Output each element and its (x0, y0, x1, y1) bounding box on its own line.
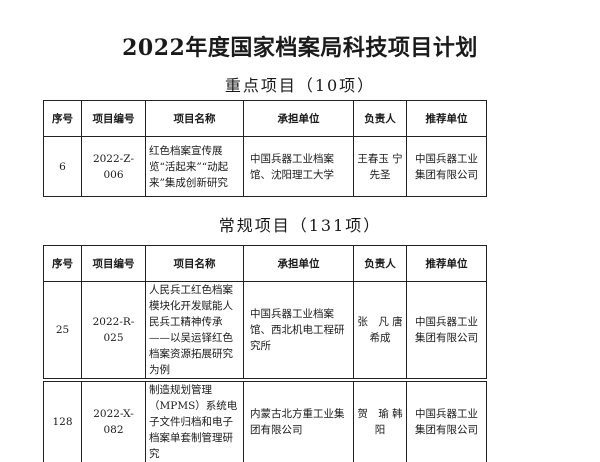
cell-recommender: 中国兵器工业集团有限公司 (406, 281, 487, 381)
cell-leader: 王春玉 宁先圣 (353, 136, 407, 197)
cell-code: 2022-Z-006 (81, 136, 146, 197)
table-row: 25 2022-R-025 人民兵工红色档案模块化开发赋能人民兵工精神传承——以… (43, 281, 487, 381)
cell-code: 2022-X-082 (81, 378, 146, 462)
cell-name: 制造规划管理（MPMS）系统电子文件归档和电子档案单套制管理研究 (145, 378, 244, 462)
cell-no: 25 (43, 281, 82, 381)
table-header: 序号 项目编号 项目名称 承担单位 负责人 推荐单位 (43, 245, 487, 282)
cell-leader: 张 凡 唐希成 (353, 281, 407, 381)
col-header: 项目名称 (145, 100, 244, 137)
col-header: 序号 (43, 100, 82, 137)
cell-no: 128 (43, 378, 82, 462)
regular-projects-table: 序号 项目编号 项目名称 承担单位 负责人 推荐单位 25 2022-R-025… (43, 245, 487, 462)
table-row: 6 2022-Z-006 红色档案宣传展览“活起来”“动起来”集成创新研究 中国… (43, 136, 487, 197)
col-header: 推荐单位 (406, 245, 487, 282)
col-header: 负责人 (353, 245, 407, 282)
col-header: 承担单位 (243, 245, 354, 282)
cell-name: 人民兵工红色档案模块化开发赋能人民兵工精神传承——以吴运铎红色档案资源拓展研究为… (145, 281, 244, 381)
col-header: 项目编号 (81, 245, 146, 282)
cell-unit: 中国兵器工业档案馆、沈阳理工大学 (243, 136, 354, 197)
section-heading-regular: 常规项目（131项） (218, 216, 382, 235)
table-header: 序号 项目编号 项目名称 承担单位 负责人 推荐单位 (43, 100, 487, 137)
cell-recommender: 中国兵器工业集团有限公司 (406, 136, 487, 197)
section-heading-key: 重点项目（10项） (224, 76, 376, 95)
cell-no: 6 (43, 136, 82, 197)
cell-recommender: 中国兵器工业集团有限公司 (406, 378, 487, 462)
col-header: 项目编号 (81, 100, 146, 137)
cell-leader: 贺 瑜 韩 阳 (353, 378, 413, 462)
key-projects-table: 序号 项目编号 项目名称 承担单位 负责人 推荐单位 6 2022-Z-006 … (43, 100, 487, 197)
table-row: 128 2022-X-082 制造规划管理（MPMS）系统电子文件归档和电子档案… (43, 378, 487, 462)
document-title: 2022年度国家档案局科技项目计划 (122, 35, 478, 61)
col-header: 负责人 (353, 100, 407, 137)
col-header: 推荐单位 (406, 100, 487, 137)
cell-unit: 中国兵器工业档案馆、西北机电工程研究所 (243, 281, 354, 381)
col-header: 序号 (43, 245, 82, 282)
cell-code: 2022-R-025 (81, 281, 146, 381)
col-header: 承担单位 (243, 100, 354, 137)
cell-unit: 内蒙古北方重工业集团有限公司 (243, 378, 354, 462)
cell-name: 红色档案宣传展览“活起来”“动起来”集成创新研究 (145, 136, 244, 197)
col-header: 项目名称 (145, 245, 244, 282)
